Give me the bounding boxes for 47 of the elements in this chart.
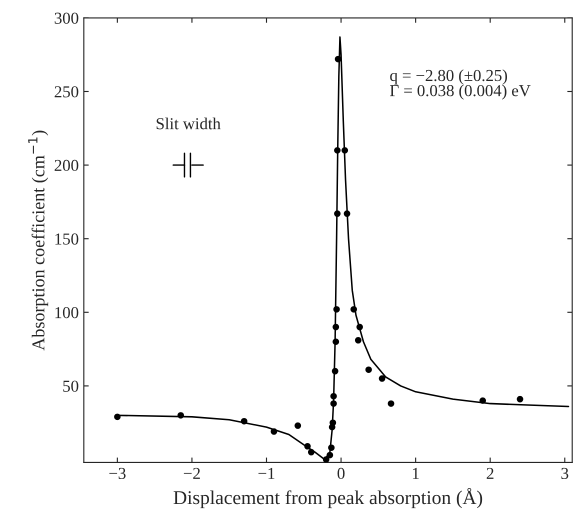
point — [330, 419, 336, 426]
point — [334, 56, 342, 62]
x-tick-label: 1 — [412, 468, 419, 479]
x-tick-label: 0 — [338, 468, 345, 480]
y-tick-label: 200 — [54, 160, 78, 172]
y-tick-label: 250 — [54, 86, 78, 98]
y-tick-label: 50 — [63, 380, 78, 392]
x-axis-title: Displacement from peak absorption (Å) — [174, 488, 482, 508]
point — [356, 324, 363, 330]
x-tick-label: −3 — [109, 468, 126, 480]
point — [333, 306, 340, 313]
point — [332, 338, 340, 345]
y-tick-label: 150 — [55, 233, 78, 245]
point — [378, 375, 386, 382]
y-axis-title: Absorption coefficient (cm$^{−1}$) — [28, 130, 48, 350]
point — [350, 306, 357, 313]
annotation: q = −2.80 (±0.25) Γ = 0.038 (0.004) eV — [390, 69, 531, 100]
point — [365, 366, 372, 373]
point — [344, 210, 350, 217]
point — [516, 396, 524, 402]
point — [240, 418, 248, 424]
point — [332, 368, 338, 374]
point — [322, 456, 330, 462]
point — [479, 397, 486, 404]
point — [326, 452, 334, 458]
point — [308, 448, 314, 456]
point — [270, 428, 278, 435]
x-tick-label: −2 — [184, 468, 200, 479]
x-tick-label: 2 — [486, 468, 494, 479]
point — [354, 337, 362, 344]
point — [330, 392, 337, 400]
point — [114, 414, 121, 420]
point — [328, 444, 335, 451]
point — [334, 210, 341, 217]
annotation: Slit width — [156, 118, 221, 130]
point — [177, 412, 184, 419]
point — [304, 443, 311, 450]
point — [294, 422, 302, 429]
x-tick-label: −1 — [258, 468, 274, 479]
point — [334, 147, 341, 154]
point — [388, 400, 394, 407]
point — [332, 324, 340, 330]
x-tick-label: 3 — [561, 468, 568, 480]
point — [330, 400, 337, 407]
y-tick-label: 300 — [54, 12, 78, 24]
y-tick-label: 100 — [55, 307, 78, 318]
point — [342, 147, 348, 154]
